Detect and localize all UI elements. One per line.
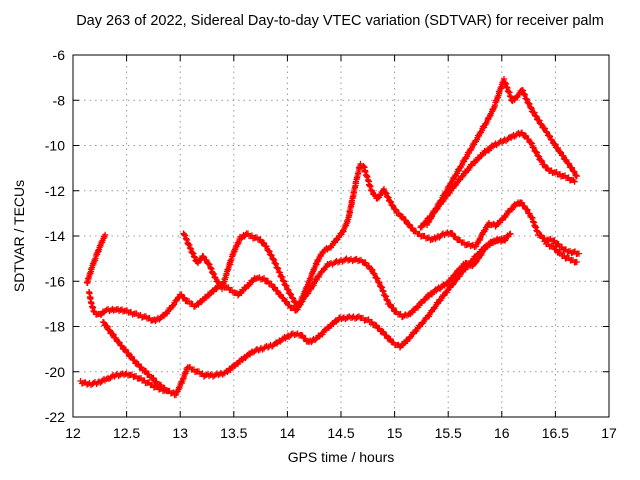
- y-tick-label: -22: [45, 409, 65, 425]
- trace-3-bottom-riser: [99, 235, 508, 399]
- y-tick-label: -6: [53, 47, 66, 63]
- trace-4-bottom-left: [77, 370, 171, 395]
- trace-8-tail: [541, 238, 580, 266]
- y-tick-label: -14: [45, 228, 65, 244]
- trace-6-peak-upper: [423, 75, 580, 229]
- x-tick-label: 15.5: [435, 425, 462, 441]
- chart-title: Day 263 of 2022, Sidereal Day-to-day VTE…: [76, 13, 604, 29]
- y-tick-label: -20: [45, 364, 65, 380]
- y-tick-label: -10: [45, 138, 65, 154]
- x-axis-label: GPS time / hours: [287, 449, 395, 465]
- y-tick-label: -16: [45, 273, 65, 289]
- x-tick-label: 14.5: [327, 425, 354, 441]
- grid-lines: [73, 55, 609, 417]
- trace-7-peak-lower: [417, 129, 578, 231]
- y-tick-label: -12: [45, 183, 65, 199]
- trace-1-left-riser: [83, 231, 109, 287]
- x-tick-label: 14: [280, 425, 296, 441]
- x-tick-label: 15: [387, 425, 403, 441]
- x-tick-label: 12: [65, 425, 81, 441]
- x-tick-label: 13: [172, 425, 188, 441]
- tick-labels: 12 12.5 13 13.5 14 14.5 15 15.5 16 16.5 17 -22 -20 -1…: [45, 47, 617, 441]
- y-tick-label: -18: [45, 319, 65, 335]
- x-tick-label: 16.5: [542, 425, 569, 441]
- x-tick-label: 13.5: [220, 425, 247, 441]
- x-tick-label: 12.5: [113, 425, 140, 441]
- y-tick-label: -8: [53, 92, 66, 108]
- trace-5-spike: [180, 160, 583, 311]
- x-tick-label: 16: [494, 425, 510, 441]
- data-traces: [77, 75, 583, 399]
- axes-border: [72, 54, 610, 418]
- x-tick-label: 17: [601, 425, 617, 441]
- trace-2-mid-band: [85, 230, 514, 325]
